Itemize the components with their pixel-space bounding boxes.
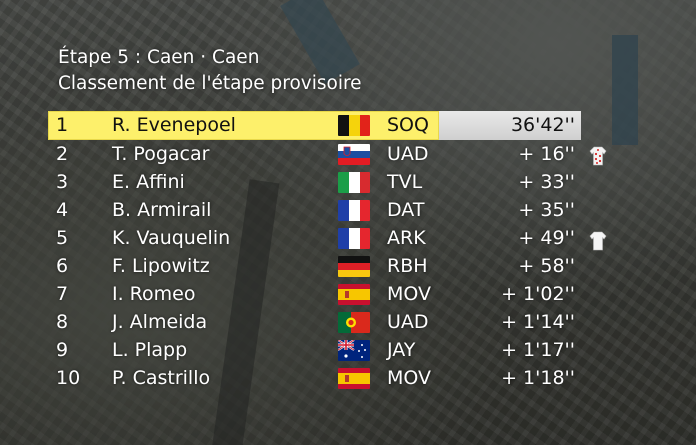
time: + 1'02'' [501,283,575,305]
rider-name: B. Armirail [112,199,212,221]
stage-title: Étape 5 : Caen · Caen [58,47,260,68]
team-code: TVL [387,171,423,193]
leader-time-box [439,111,581,140]
rider-name: E. Affini [112,171,185,193]
time: + 58'' [518,255,575,277]
germany-flag-icon [338,256,370,277]
table-row: 10 P. Castrillo MOV + 1'18'' [48,364,581,392]
rider-name: J. Almeida [112,311,208,333]
polka-dot-jersey-icon [589,146,607,166]
time: + 1'14'' [501,311,575,333]
table-row: 2 T. Pogacar UAD + 16'' [48,140,581,168]
time: + 33'' [518,171,575,193]
leader-highlight-bar [48,111,439,140]
rider-name: T. Pogacar [112,143,210,165]
rank: 10 [56,367,81,389]
time: + 35'' [518,199,575,221]
rider-name: P. Castrillo [112,367,211,389]
table-row: 4 B. Armirail DAT + 35'' [48,196,581,224]
rider-name: K. Vauquelin [112,227,231,249]
team-code: DAT [387,199,425,221]
rank: 5 [56,227,69,249]
time: + 49'' [518,227,575,249]
rider-name: R. Evenepoel [112,114,236,136]
france-flag-icon [338,200,370,221]
graphic-header: Étape 5 : Caen · Caen Classement de l'ét… [58,45,362,97]
rider-name: L. Plapp [112,339,188,361]
results-table: 1 R. Evenepoel SOQ 36'42'' 2 T. Pogacar … [48,111,581,392]
australia-flag-icon [338,340,370,361]
time: + 1'18'' [501,367,575,389]
rank: 4 [56,199,69,221]
table-row: 9 L. Plapp JAY + 1'17'' [48,336,581,364]
rank: 1 [56,114,69,136]
canal [612,35,638,145]
rank: 7 [56,283,69,305]
belgium-flag-icon [338,115,370,136]
spain-flag-icon [338,368,370,389]
time: + 16'' [518,143,575,165]
italy-flag-icon [338,172,370,193]
time: + 1'17'' [501,339,575,361]
rider-name: I. Romeo [112,283,196,305]
table-row: 5 K. Vauquelin ARK + 49'' [48,224,581,252]
table-row-leader: 1 R. Evenepoel SOQ 36'42'' [48,111,581,140]
table-row: 7 I. Romeo MOV + 1'02'' [48,280,581,308]
spain-flag-icon [338,284,370,305]
rider-name: F. Lipowitz [112,255,210,277]
team-code: RBH [387,255,428,277]
white-jersey-icon [589,231,607,251]
rank: 9 [56,339,69,361]
table-row: 3 E. Affini TVL + 33'' [48,168,581,196]
team-code: ARK [387,227,426,249]
team-code: SOQ [387,114,429,136]
rank: 6 [56,255,69,277]
table-row: 8 J. Almeida UAD + 1'14'' [48,308,581,336]
table-row: 6 F. Lipowitz RBH + 58'' [48,252,581,280]
portugal-flag-icon [338,312,370,333]
france-flag-icon [338,228,370,249]
team-code: MOV [387,367,432,389]
team-code: JAY [387,339,416,361]
rank: 8 [56,311,69,333]
team-code: UAD [387,143,429,165]
team-code: UAD [387,311,429,333]
team-code: MOV [387,283,432,305]
time: 36'42'' [510,114,575,136]
rank: 2 [56,143,69,165]
rank: 3 [56,171,69,193]
classification-subtitle: Classement de l'étape provisoire [58,73,362,94]
slovenia-flag-icon [338,144,370,165]
